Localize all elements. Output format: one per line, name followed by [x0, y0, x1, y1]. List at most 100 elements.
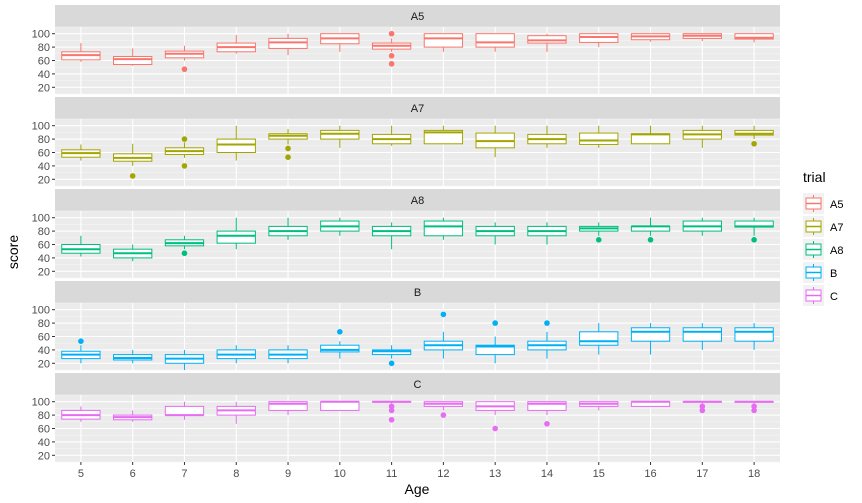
x-tick-label: 15	[593, 468, 605, 480]
box-b-age-18	[734, 323, 774, 350]
legend-title: trial	[803, 169, 826, 185]
box-c-age-5	[61, 406, 101, 422]
box-a5-age-12	[423, 33, 464, 52]
box-c-age-9	[268, 401, 308, 416]
y-tick-label: 100	[32, 305, 50, 317]
box-a5-age-18	[734, 33, 774, 43]
box-iqr	[371, 349, 412, 356]
box-a8-age-6	[113, 244, 153, 262]
legend-item-a5: A5	[803, 193, 843, 214]
outlier-point	[751, 403, 757, 410]
box-b-age-10	[320, 329, 360, 359]
legend-label: A7	[830, 222, 843, 234]
x-tick-label: 7	[181, 468, 187, 480]
y-tick-label: 60	[38, 332, 50, 344]
outlier-point	[388, 403, 395, 410]
box-a8-age-16	[630, 217, 671, 243]
box-b-age-14	[527, 320, 567, 359]
box-a7-age-18	[734, 125, 774, 147]
strip-label: A8	[411, 195, 424, 207]
box-a5-age-7	[164, 45, 205, 73]
y-tick-label: 80	[38, 410, 50, 422]
box-b-age-13	[475, 320, 515, 364]
y-tick-label: 100	[32, 213, 50, 225]
y-tick-label: 40	[38, 69, 50, 81]
legend-item-c: C	[803, 285, 838, 306]
box-iqr	[527, 401, 567, 411]
legend-item-a7: A7	[803, 216, 843, 237]
box-a8-age-9	[268, 217, 308, 240]
box-iqr	[216, 138, 256, 154]
strip-background	[55, 5, 780, 27]
outlier-point	[388, 61, 395, 67]
box-iqr	[268, 401, 308, 411]
strip-label: C	[414, 379, 422, 391]
box-b-age-6	[113, 349, 153, 364]
box-iqr	[216, 230, 256, 244]
box-c-age-18	[734, 400, 774, 414]
box-a8-age-12	[423, 217, 464, 240]
outlier-point	[388, 53, 395, 59]
box-iqr	[164, 405, 205, 416]
box-a7-age-9	[268, 129, 308, 160]
outlier-point	[699, 407, 706, 414]
box-iqr	[630, 327, 671, 342]
outlier-point	[181, 136, 188, 142]
x-axis: 5 6 7 8 9 10 11 12 13 14 15 16 17 18	[78, 462, 760, 480]
box-a8-age-13	[475, 222, 515, 245]
y-tick-label: 20	[38, 82, 50, 94]
strip-label: A7	[411, 103, 424, 115]
box-a8-age-15	[579, 222, 619, 243]
legend-item-b: B	[803, 262, 837, 283]
box-a5-age-15	[579, 33, 619, 48]
box-iqr	[475, 33, 515, 48]
outlier-point	[388, 416, 395, 423]
y-tick-label: 80	[38, 226, 50, 238]
box-a5-age-16	[630, 33, 671, 42]
box-b-age-16	[630, 323, 671, 355]
y-tick-label: 40	[38, 161, 50, 173]
x-tick-label: 13	[489, 468, 501, 480]
outlier-point	[181, 163, 188, 169]
outlier-point	[181, 66, 188, 73]
box-a8-age-10	[320, 217, 360, 236]
strip-background	[55, 97, 780, 119]
x-tick-label: 18	[748, 468, 760, 480]
y-tick-label: 20	[38, 174, 50, 186]
box-b-age-12	[423, 311, 464, 359]
outlier-point	[440, 311, 447, 318]
legend-item-a8: A8	[803, 239, 843, 260]
box-a5-age-13	[475, 33, 515, 52]
box-c-age-15	[579, 401, 619, 411]
box-a7-age-14	[527, 125, 567, 148]
x-tick-label: 14	[541, 468, 553, 480]
x-tick-label: 5	[78, 468, 84, 480]
box-iqr	[423, 129, 464, 145]
outlier-point	[751, 140, 757, 147]
outlier-point	[595, 237, 602, 243]
x-tick-label: 8	[233, 468, 239, 480]
box-a5-age-9	[268, 33, 308, 56]
box-a7-age-7	[164, 136, 205, 169]
x-tick-label: 17	[696, 468, 708, 480]
y-tick-label: 100	[32, 397, 50, 409]
box-iqr	[320, 129, 360, 140]
outlier-point	[699, 403, 706, 410]
legend-label: C	[830, 291, 838, 303]
outlier-point	[544, 320, 550, 326]
box-a5-age-11	[371, 30, 412, 67]
outlier-point	[337, 329, 343, 335]
y-tick-label: 60	[38, 56, 50, 68]
box-iqr	[423, 33, 464, 48]
box-b-age-17	[682, 323, 722, 350]
outlier-point	[78, 338, 84, 344]
box-a7-age-6	[113, 143, 153, 179]
box-b-age-15	[579, 323, 619, 355]
x-tick-label: 10	[334, 468, 346, 480]
y-tick-label: 100	[32, 121, 50, 133]
outlier-point	[129, 173, 136, 179]
